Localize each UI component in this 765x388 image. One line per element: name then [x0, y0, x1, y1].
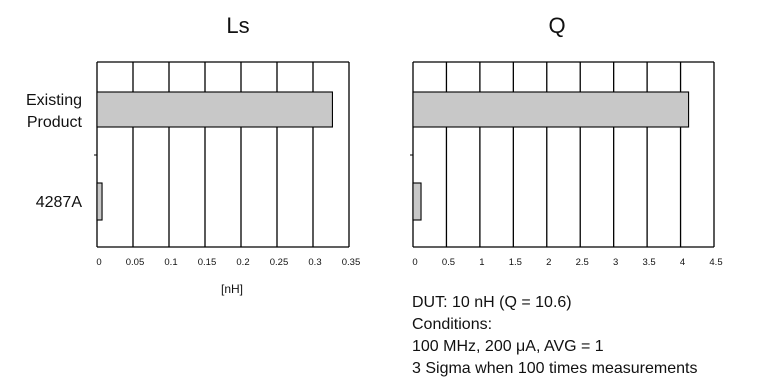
- q-x-tick-label: 3.5: [643, 257, 656, 268]
- sigma-note: 3 Sigma when 100 times measurements: [412, 360, 698, 377]
- q-x-tick-label: 0: [412, 257, 417, 268]
- ls-bar: [96, 182, 103, 221]
- q-bar: [412, 91, 690, 128]
- ls-x-tick-label: 0.25: [270, 257, 289, 268]
- ls-x-tick-label: 0.35: [342, 257, 361, 268]
- q-x-tick-label: 3: [613, 257, 618, 268]
- measurement-notes: DUT: 10 nH (Q = 10.6) Conditions: 100 MH…: [412, 292, 697, 380]
- category-label: Existing: [26, 92, 82, 109]
- q-x-tick-label: 4: [680, 257, 685, 268]
- ls-x-tick-label: 0.2: [236, 257, 249, 268]
- q-x-tick-label: 2.5: [576, 257, 589, 268]
- q-x-tick-label: 4.5: [709, 257, 722, 268]
- category-label: 4287A: [36, 194, 83, 211]
- ls-x-axis-label: [nH]: [221, 282, 243, 296]
- ls-x-tick-label: 0.3: [308, 257, 321, 268]
- q-x-tick-label: 0.5: [442, 257, 455, 268]
- ls-x-tick-label: 0: [96, 257, 101, 268]
- q-x-tick-label: 1: [479, 257, 484, 268]
- ls-bar: [96, 91, 333, 128]
- q-x-tick-label: 1.5: [509, 257, 522, 268]
- dut-note: DUT: 10 nH (Q = 10.6): [412, 294, 572, 311]
- ls-x-tick-label: 0.15: [198, 257, 217, 268]
- ls-x-tick-label: 0.05: [126, 257, 145, 268]
- ls-x-tick-label: 0.1: [164, 257, 177, 268]
- ls-chart-title: Ls: [226, 13, 249, 38]
- q-bar: [412, 182, 422, 221]
- conditions-note: 100 MHz, 200 μA, AVG = 1: [412, 338, 604, 355]
- q-x-tick-label: 2: [546, 257, 551, 268]
- q-chart-title: Q: [548, 13, 565, 38]
- category-label: Product: [27, 114, 83, 131]
- conditions-label: Conditions:: [412, 316, 493, 333]
